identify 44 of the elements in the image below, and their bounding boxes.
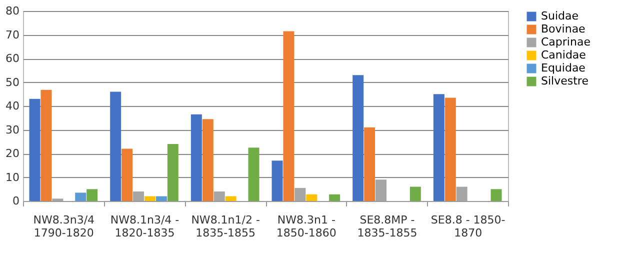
y-tick-label: 40 — [6, 100, 20, 112]
bar — [352, 75, 364, 201]
legend-label: Canidae — [541, 48, 586, 62]
x-tick-label: SE8.8MP - 1835-1855 — [357, 214, 418, 240]
y-tick-label: 50 — [6, 76, 20, 89]
bar — [202, 119, 214, 201]
bar — [272, 160, 283, 201]
legend-label: Suidae — [541, 10, 579, 22]
legend-label: Silvestre — [541, 74, 589, 88]
bar — [86, 189, 98, 201]
bar — [490, 189, 502, 201]
bar — [444, 98, 456, 201]
legend-label: Caprinae — [541, 36, 591, 48]
y-tick-label: 80 — [6, 4, 20, 18]
y-tick-label: 0 — [12, 194, 20, 208]
bar — [329, 194, 340, 201]
bar — [433, 94, 444, 201]
bar — [190, 114, 202, 201]
bar — [283, 31, 294, 201]
x-tick-label: NW8.1n3/4 - 1820-1835 — [110, 214, 180, 240]
bar — [248, 148, 260, 201]
bar — [110, 92, 122, 201]
bar — [122, 148, 133, 201]
bar — [40, 90, 52, 201]
bar — [144, 196, 156, 201]
x-tick-label: NW8.3n1 - 1850-1860 — [276, 214, 336, 240]
bar — [410, 186, 421, 201]
bar — [156, 196, 167, 201]
x-tick-label: NW8.1n1/2 - 1835-1855 — [191, 214, 260, 240]
bar — [75, 192, 86, 201]
bar — [306, 194, 318, 201]
y-tick-label: 70 — [6, 28, 20, 42]
bar — [364, 127, 376, 201]
bar — [167, 144, 178, 201]
y-tick-label: 30 — [6, 123, 20, 136]
legend-label: Equidae — [541, 62, 586, 74]
legend-label: Bovinae — [541, 22, 586, 36]
y-tick-label: 20 — [6, 147, 20, 160]
y-tick-label: 60 — [6, 52, 20, 65]
x-tick-label: SE8.8 - 1850- 1870 — [430, 214, 506, 240]
bar — [29, 98, 40, 201]
x-tick-label: NW8.3n3/4 1790-1820 — [33, 214, 95, 240]
y-tick-label: 10 — [6, 170, 20, 184]
bar — [225, 196, 236, 201]
